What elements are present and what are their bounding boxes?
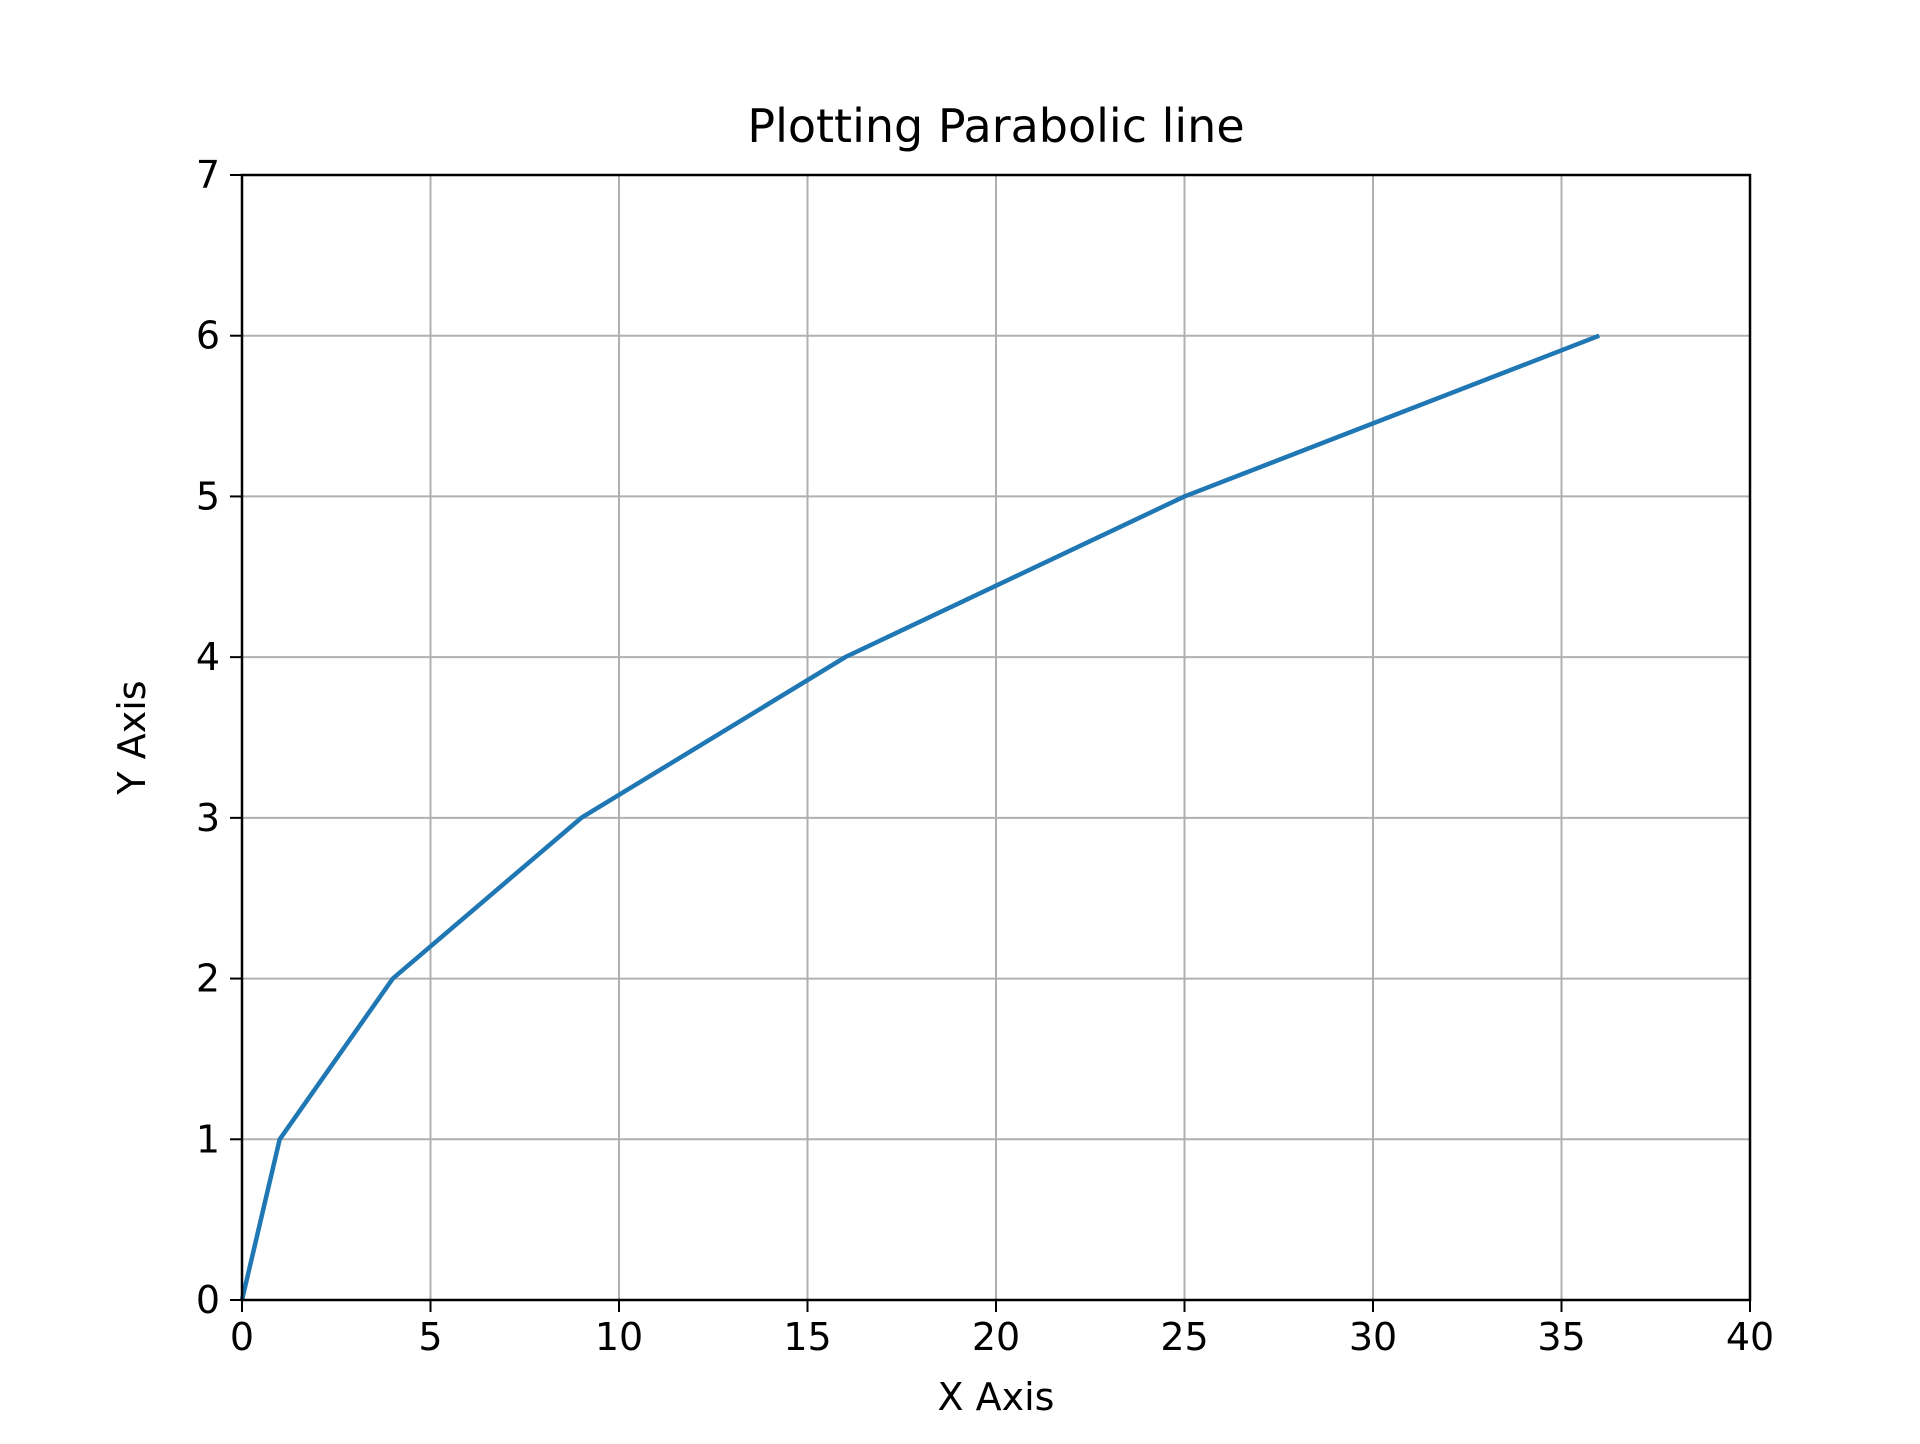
x-tick-label: 15 <box>783 1315 831 1359</box>
y-tick-label: 0 <box>196 1278 220 1322</box>
x-tick-label: 40 <box>1726 1315 1774 1359</box>
y-tick-label: 1 <box>196 1117 220 1161</box>
x-tick-label: 20 <box>972 1315 1020 1359</box>
x-tick-label: 0 <box>230 1315 254 1359</box>
y-tick-label: 2 <box>196 957 220 1001</box>
x-tick-label: 35 <box>1537 1315 1585 1359</box>
x-tick-label: 5 <box>418 1315 442 1359</box>
y-axis-label: Y Axis <box>110 680 154 795</box>
x-tick-label: 10 <box>595 1315 643 1359</box>
y-tick-label: 7 <box>196 153 220 197</box>
chart-title: Plotting Parabolic line <box>747 99 1244 153</box>
x-tick-label: 25 <box>1160 1315 1208 1359</box>
y-tick-label: 5 <box>196 474 220 518</box>
y-tick-label: 3 <box>196 796 220 840</box>
x-tick-label: 30 <box>1349 1315 1397 1359</box>
x-axis-label: X Axis <box>938 1375 1055 1419</box>
series-layer <box>239 333 1601 1301</box>
ticks: 0 5 10 15 20 25 30 35 40 0 1 2 3 4 5 6 7 <box>196 153 1774 1359</box>
y-tick-label: 6 <box>196 314 220 358</box>
series-line <box>239 333 1601 1301</box>
y-tick-label: 4 <box>196 635 220 679</box>
